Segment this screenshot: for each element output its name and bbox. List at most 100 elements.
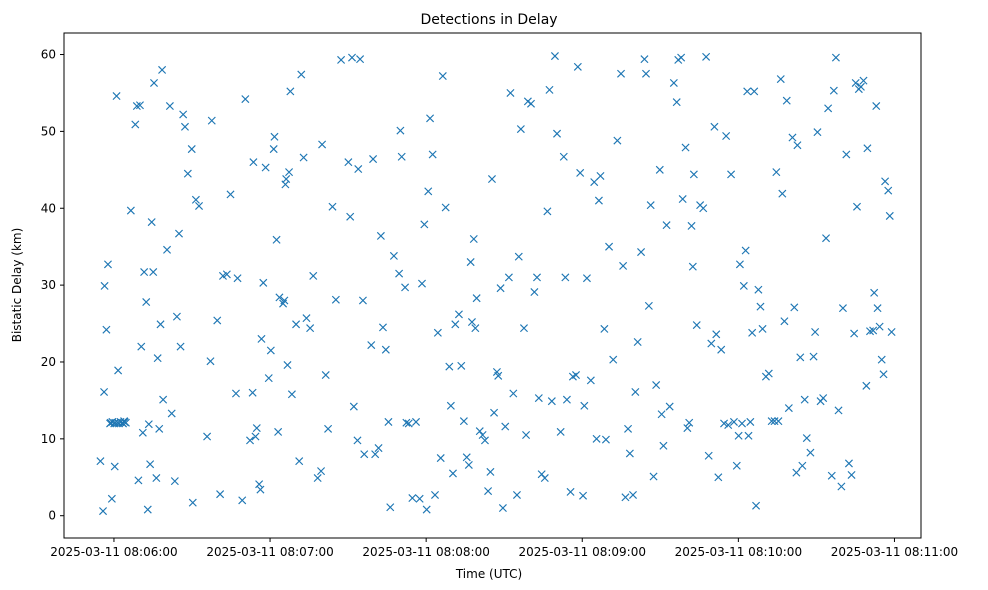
data-point — [132, 102, 141, 111]
data-point — [519, 324, 528, 333]
data-point — [494, 371, 503, 380]
data-point — [792, 468, 801, 477]
data-point — [644, 301, 653, 310]
data-point — [395, 269, 404, 278]
data-point — [457, 361, 466, 370]
data-point — [770, 417, 779, 426]
data-point — [640, 55, 649, 64]
data-point — [259, 278, 268, 287]
data-point — [659, 441, 668, 450]
y-tick-label: 50 — [41, 124, 56, 138]
data-point — [526, 99, 536, 108]
data-point — [540, 474, 549, 483]
data-point — [837, 482, 846, 491]
data-point — [550, 52, 559, 61]
data-point — [741, 246, 750, 255]
data-point — [631, 387, 640, 396]
data-point — [743, 87, 752, 96]
data-point — [516, 125, 525, 134]
data-point — [739, 281, 748, 290]
data-point — [188, 498, 197, 507]
data-point — [389, 251, 398, 260]
data-point — [543, 207, 552, 216]
data-point — [183, 169, 192, 178]
data-point — [613, 136, 622, 145]
data-point — [884, 186, 893, 195]
data-point — [426, 114, 435, 123]
data-point — [103, 260, 112, 269]
data-point — [652, 381, 661, 390]
data-point — [566, 487, 575, 496]
data-point — [149, 268, 158, 277]
data-point — [844, 459, 853, 468]
data-point — [572, 371, 581, 380]
data-point — [677, 53, 686, 62]
data-point — [266, 346, 275, 355]
data-point — [292, 320, 301, 329]
data-point — [153, 354, 162, 363]
data-point — [318, 140, 327, 149]
data-point — [649, 472, 658, 481]
data-point — [498, 504, 507, 513]
data-point — [270, 132, 279, 141]
x-tick-label: 2025-03-11 08:07:00 — [206, 545, 333, 559]
data-point — [573, 62, 582, 71]
data-point — [509, 389, 518, 398]
data-point — [692, 321, 701, 330]
data-point — [143, 505, 152, 514]
data-point — [462, 453, 471, 462]
data-point — [480, 436, 489, 445]
x-tick-label: 2025-03-11 08:06:00 — [50, 545, 177, 559]
data-point — [633, 337, 642, 347]
data-point — [685, 418, 694, 427]
data-point — [859, 76, 868, 85]
data-point — [469, 234, 478, 244]
data-point — [782, 96, 791, 105]
data-point — [512, 490, 521, 499]
data-point — [155, 424, 164, 433]
data-point — [625, 449, 634, 458]
data-point — [358, 296, 367, 305]
data-point — [402, 418, 411, 427]
data-point — [354, 165, 363, 174]
data-point — [472, 294, 481, 303]
data-point — [734, 431, 743, 440]
data-point — [590, 178, 599, 187]
data-point — [744, 431, 753, 440]
data-point — [195, 201, 204, 210]
data-point — [156, 320, 165, 329]
data-point — [665, 402, 674, 411]
data-point — [672, 98, 681, 107]
data-point — [422, 505, 431, 514]
data-point — [264, 374, 273, 383]
data-point — [712, 330, 721, 339]
data-point — [506, 88, 515, 97]
data-point — [655, 165, 664, 174]
plot-frame — [63, 32, 922, 539]
data-point — [360, 450, 369, 459]
data-point — [222, 270, 231, 279]
data-point — [433, 328, 442, 337]
data-point — [553, 129, 562, 138]
data-point — [367, 341, 376, 350]
data-point — [306, 324, 315, 333]
data-point — [562, 395, 571, 404]
chart-title: Detections in Delay — [420, 12, 557, 28]
data-point — [702, 52, 711, 61]
data-point — [401, 283, 410, 292]
data-point — [158, 65, 167, 74]
y-tick-label: 30 — [41, 278, 56, 292]
data-point — [233, 274, 242, 283]
y-tick-label: 0 — [48, 509, 56, 523]
data-point — [114, 366, 123, 375]
data-point — [216, 490, 225, 499]
data-point — [179, 110, 188, 119]
data-point — [850, 329, 859, 338]
data-point — [811, 327, 820, 337]
data-point — [269, 145, 278, 154]
data-point — [788, 133, 797, 142]
x-axis: 2025-03-11 08:06:00 2025-03-11 08:07:00 20… — [50, 538, 958, 559]
data-point — [813, 128, 822, 137]
data-point — [384, 417, 393, 426]
data-point — [99, 507, 108, 516]
